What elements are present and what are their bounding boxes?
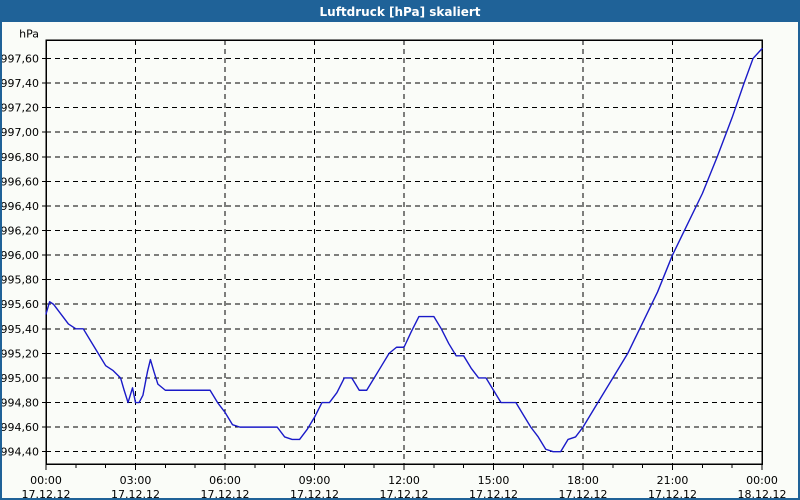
- x-axis-tick-label-date: 17.12.12: [201, 488, 250, 498]
- x-axis-tick-label-time: 18:00: [567, 474, 599, 487]
- y-axis-tick-label: 996,20: [2, 224, 39, 237]
- y-axis-tick-label: 994,40: [2, 446, 39, 459]
- y-axis-tick-label: 995,20: [2, 347, 39, 360]
- y-axis-tick-label: 997,40: [2, 77, 39, 90]
- x-axis-tick-label-time: 00:00: [30, 474, 62, 487]
- x-axis-tick-label-date: 17.12.12: [290, 488, 339, 498]
- y-axis-tick-label: 996,40: [2, 200, 39, 213]
- y-axis-tick-label: 995,60: [2, 298, 39, 311]
- x-axis-tick-label-date: 17.12.12: [22, 488, 71, 498]
- y-axis-tick-label: 995,80: [2, 274, 39, 287]
- y-axis-tick-label: 995,40: [2, 323, 39, 336]
- y-axis-tick-label: 997,00: [2, 126, 39, 139]
- x-axis-tick-label-time: 00:00: [746, 474, 778, 487]
- y-axis-tick-label: 996,00: [2, 249, 39, 262]
- x-axis-tick-label-date: 17.12.12: [469, 488, 518, 498]
- x-axis-tick-label-time: 15:00: [478, 474, 510, 487]
- y-axis-tick-label: 994,80: [2, 397, 39, 410]
- pressure-line-chart: 997,60 997,40 997,20 997,00 996,80 996,60 996,…: [2, 27, 787, 498]
- x-axis-tick-label-date: 17.12.12: [380, 488, 429, 498]
- chart-canvas: 997,60 997,40 997,20 997,00 996,80 996,60 996,…: [2, 22, 798, 498]
- x-axis-tick-label-date: 18.12.12: [738, 488, 787, 498]
- y-axis-tick-label: 997,20: [2, 102, 39, 115]
- y-axis-unit-label: hPa: [19, 27, 39, 40]
- x-axis-tick-label-date: 17.12.12: [111, 488, 160, 498]
- y-axis-tick-label: 996,80: [2, 151, 39, 164]
- x-axis-tick-label-time: 06:00: [209, 474, 241, 487]
- y-axis-tick-label: 995,00: [2, 372, 39, 385]
- data-series-line: [45, 47, 763, 453]
- plot-frame: [45, 39, 763, 465]
- x-axis-tick-label-time: 12:00: [388, 474, 420, 487]
- x-axis-tick-label-date: 17.12.12: [559, 488, 608, 498]
- y-axis-tick-label: 996,60: [2, 175, 39, 188]
- x-axis-tick-label-time: 03:00: [120, 474, 152, 487]
- x-axis-tick-label-time: 21:00: [657, 474, 689, 487]
- x-axis-tick-label-date: 17.12.12: [648, 488, 697, 498]
- window-title: Luftdruck [hPa] skaliert: [2, 2, 798, 22]
- x-axis-tick-label-time: 09:00: [299, 474, 331, 487]
- y-axis-tick-label: 994,60: [2, 421, 39, 434]
- y-axis-tick-label: 997,60: [2, 52, 39, 65]
